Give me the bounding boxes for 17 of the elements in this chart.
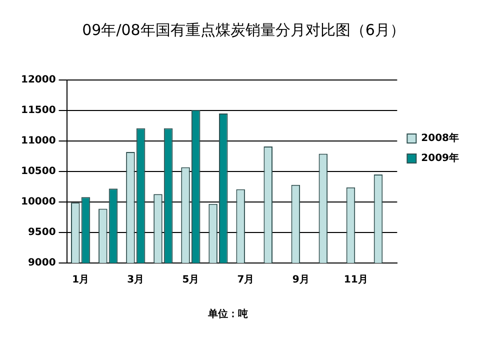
x-tick-label: 3月 [127,274,144,286]
text: 单位：吨 [207,308,248,320]
y-tick-label: 12000 [20,74,56,86]
y-tick-label: 10000 [20,196,56,208]
x-tick-label: 9月 [292,274,310,286]
chart-title: 09年/08年国有重点煤炭销量分月对比图（6月） [82,20,405,39]
legend-label: 2009年 [421,152,460,164]
x-tick-label: 5月 [182,274,200,286]
x-tick-label: 1月 [72,274,90,286]
y-tick-label: 10500 [20,166,56,178]
x-tick-label: 11月 [344,274,368,286]
y-tick-label: 9500 [28,227,56,238]
y-tick-label: 9000 [28,258,56,269]
y-tick-label: 11500 [20,105,56,116]
y-tick-label: 11000 [20,136,56,147]
legend-label: 2008年 [421,132,460,144]
x-tick-label: 7月 [237,274,254,286]
